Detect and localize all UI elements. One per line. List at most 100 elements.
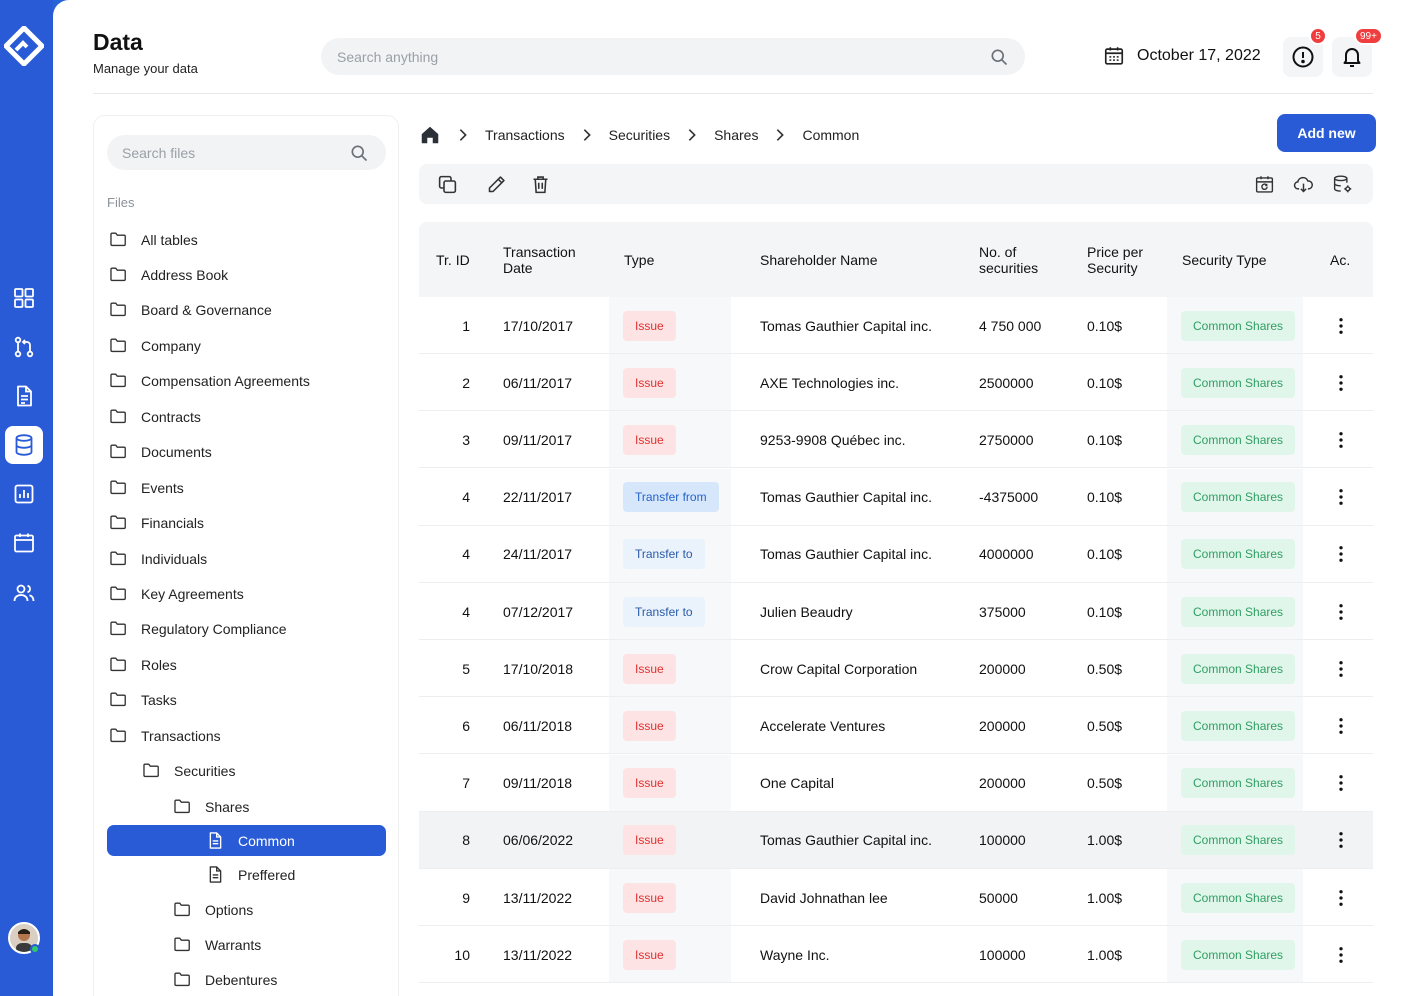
table-row[interactable]: 4 24/11/2017 Transfer to Tomas Gauthier Cap… (419, 525, 1373, 583)
rail-nav-document[interactable] (5, 377, 43, 415)
rail-nav-dashboard[interactable] (5, 279, 43, 317)
rail-nav-database[interactable] (5, 426, 43, 464)
column-header[interactable]: No. of securities (979, 244, 1039, 276)
security-type-badge[interactable]: Common Shares (1181, 768, 1296, 799)
calendar-refresh-icon[interactable] (1254, 174, 1275, 195)
breadcrumb-item-shares[interactable]: Shares (714, 127, 759, 143)
tree-item-transactions[interactable]: Transactions (109, 720, 221, 751)
tree-item-events[interactable]: Events (109, 472, 184, 503)
security-type-badge[interactable]: Common Shares (1181, 939, 1296, 970)
search-icon[interactable] (989, 47, 1009, 67)
kebab-menu-icon[interactable] (1331, 430, 1351, 450)
table-row[interactable]: 4 22/11/2017 Transfer from Tomas Gauthier C… (419, 468, 1373, 526)
type-badge[interactable]: Issue (623, 424, 676, 455)
rail-nav-report[interactable] (5, 475, 43, 513)
security-type-badge[interactable]: Common Shares (1181, 825, 1296, 856)
table-row[interactable]: 6 06/11/2018 Issue Accelerate Ventures 20000… (419, 697, 1373, 755)
security-type-badge[interactable]: Common Shares (1181, 539, 1296, 570)
kebab-menu-icon[interactable] (1331, 716, 1351, 736)
type-badge[interactable]: Issue (623, 710, 676, 741)
table-row[interactable]: 4 07/12/2017 Transfer to Julien Beaudry 3750… (419, 583, 1373, 640)
kebab-menu-icon[interactable] (1331, 773, 1351, 793)
trash-icon[interactable] (530, 174, 551, 195)
tree-item-roles[interactable]: Roles (109, 649, 177, 680)
tree-item-financials[interactable]: Financials (109, 507, 204, 538)
kebab-menu-icon[interactable] (1331, 659, 1351, 679)
type-badge[interactable]: Issue (623, 367, 676, 398)
kebab-menu-icon[interactable] (1331, 602, 1351, 622)
tree-item-options[interactable]: Options (173, 894, 253, 925)
column-header[interactable]: Tr. ID (436, 252, 470, 268)
tree-item-common[interactable]: Common (107, 825, 386, 856)
tree-item-individuals[interactable]: Individuals (109, 543, 207, 574)
tree-item-compensation-agreements[interactable]: Compensation Agreements (109, 365, 310, 396)
column-header[interactable]: Ac. (1330, 252, 1351, 268)
rail-nav-users[interactable] (5, 574, 43, 612)
table-row[interactable]: 1 17/10/2017 Issue Tomas Gauthier Capital i… (419, 297, 1373, 354)
column-header[interactable]: Security Type (1182, 252, 1267, 268)
breadcrumb-item-common[interactable]: Common (802, 127, 860, 143)
kebab-menu-icon[interactable] (1331, 830, 1351, 850)
type-badge[interactable]: Issue (623, 310, 676, 341)
column-header[interactable]: Price per Security (1087, 244, 1144, 276)
rail-nav-calendar[interactable] (5, 524, 43, 562)
table-row[interactable]: 3 09/11/2017 Issue 9253-9908 Québec inc. 275… (419, 411, 1373, 469)
kebab-menu-icon[interactable] (1331, 487, 1351, 507)
search-icon[interactable] (349, 143, 369, 163)
tree-item-securities[interactable]: Securities (142, 755, 235, 786)
table-row[interactable]: 2 06/11/2017 Issue AXE Technologies inc. 250… (419, 354, 1373, 412)
tree-item-warrants[interactable]: Warrants (173, 929, 261, 960)
table-row[interactable]: 7 09/11/2018 Issue One Capital 200000 0.50$ Co… (419, 754, 1373, 812)
security-type-badge[interactable]: Common Shares (1181, 424, 1296, 455)
copy-icon[interactable] (437, 174, 458, 195)
kebab-menu-icon[interactable] (1331, 316, 1351, 336)
column-header[interactable]: Transaction Date (503, 244, 576, 276)
tree-item-board-governance[interactable]: Board & Governance (109, 294, 272, 325)
security-type-badge[interactable]: Common Shares (1181, 367, 1296, 398)
security-type-badge[interactable]: Common Shares (1181, 653, 1296, 684)
kebab-menu-icon[interactable] (1331, 945, 1351, 965)
type-badge[interactable]: Transfer to (623, 596, 705, 627)
table-row[interactable]: 8 06/06/2022 Issue Tomas Gauthier Capital i… (419, 811, 1373, 869)
tree-item-company[interactable]: Company (109, 330, 201, 361)
home-icon[interactable] (419, 124, 441, 146)
file-search-input[interactable] (107, 135, 386, 170)
type-badge[interactable]: Issue (623, 653, 676, 684)
type-badge[interactable]: Issue (623, 825, 676, 856)
tree-item-contracts[interactable]: Contracts (109, 401, 201, 432)
notifications-button[interactable]: 99+ (1332, 27, 1383, 77)
breadcrumb-item-securities[interactable]: Securities (608, 127, 671, 143)
kebab-menu-icon[interactable] (1331, 888, 1351, 908)
edit-icon[interactable] (486, 174, 507, 195)
type-badge[interactable]: Issue (623, 939, 676, 970)
table-row[interactable]: 9 13/11/2022 Issue David Johnathan lee 50000… (419, 869, 1373, 926)
tree-item-preffered[interactable]: Preffered (206, 859, 295, 890)
database-settings-icon[interactable] (1332, 174, 1353, 195)
kebab-menu-icon[interactable] (1331, 373, 1351, 393)
global-search-input[interactable] (321, 38, 1025, 75)
type-badge[interactable]: Issue (623, 882, 676, 913)
type-badge[interactable]: Transfer to (623, 539, 705, 570)
type-badge[interactable]: Issue (623, 768, 676, 799)
tree-item-shares[interactable]: Shares (173, 791, 249, 822)
tree-item-debentures[interactable]: Debentures (173, 964, 277, 995)
security-type-badge[interactable]: Common Shares (1181, 710, 1296, 741)
app-logo-icon[interactable] (4, 26, 44, 66)
table-row[interactable]: 5 17/10/2018 Issue Crow Capital Corporation… (419, 640, 1373, 698)
tree-item-regulatory-compliance[interactable]: Regulatory Compliance (109, 613, 287, 644)
tree-item-address-book[interactable]: Address Book (109, 259, 228, 290)
column-header[interactable]: Type (624, 252, 655, 268)
date-display[interactable]: October 17, 2022 (1103, 45, 1261, 67)
tree-item-key-agreements[interactable]: Key Agreements (109, 578, 244, 609)
security-type-badge[interactable]: Common Shares (1181, 482, 1296, 513)
alerts-button[interactable]: 5 (1283, 27, 1327, 77)
add-new-button[interactable]: Add new (1277, 114, 1376, 152)
table-row[interactable]: 10 13/11/2022 Issue Wayne Inc. 100000 1.00$ Co… (419, 926, 1373, 984)
cloud-download-icon[interactable] (1293, 174, 1314, 195)
security-type-badge[interactable]: Common Shares (1181, 310, 1296, 341)
security-type-badge[interactable]: Common Shares (1181, 882, 1296, 913)
kebab-menu-icon[interactable] (1331, 544, 1351, 564)
breadcrumb-item-transactions[interactable]: Transactions (485, 127, 565, 143)
type-badge[interactable]: Transfer from (623, 482, 719, 513)
column-header[interactable]: Shareholder Name (760, 252, 878, 268)
